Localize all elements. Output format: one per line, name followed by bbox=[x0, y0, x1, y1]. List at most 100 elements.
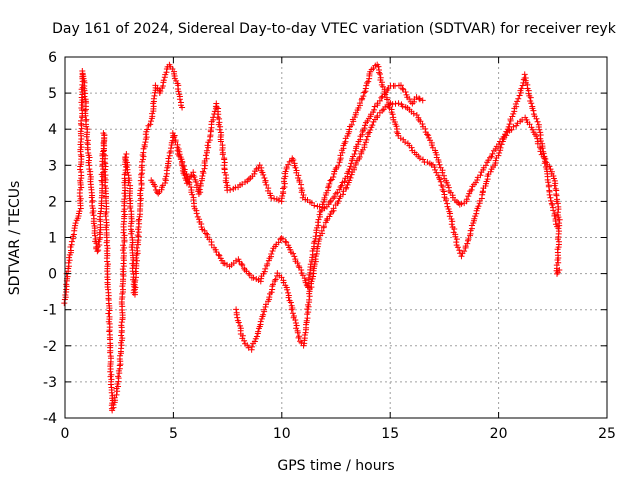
data-point bbox=[316, 211, 323, 218]
data-point bbox=[389, 111, 396, 118]
data-point bbox=[233, 306, 240, 313]
data-point bbox=[399, 103, 406, 110]
data-point bbox=[152, 82, 159, 89]
y-tick-label: -4 bbox=[43, 411, 57, 427]
data-point bbox=[285, 161, 292, 168]
data-point bbox=[251, 170, 258, 177]
data-point bbox=[526, 121, 533, 128]
data-point bbox=[85, 159, 92, 166]
axis-ticks: 0 5 10 15 20 25 -4 -3 -2 -1 0 1 2 3 4 5 6 bbox=[43, 50, 616, 442]
data-point bbox=[537, 148, 544, 155]
data-point bbox=[448, 221, 455, 228]
y-tick-label: 2 bbox=[48, 194, 57, 210]
data-point bbox=[197, 180, 204, 187]
data-point bbox=[416, 155, 423, 162]
data-point bbox=[416, 95, 423, 102]
data-point bbox=[257, 318, 264, 325]
data-point bbox=[347, 163, 354, 170]
chart-title: Day 161 of 2024, Sidereal Day-to-day VTE… bbox=[52, 21, 617, 37]
data-point bbox=[305, 274, 312, 281]
data-point bbox=[550, 172, 557, 179]
data-point bbox=[96, 229, 103, 236]
data-point bbox=[219, 151, 226, 158]
data-point bbox=[278, 235, 285, 242]
data-point bbox=[346, 166, 353, 173]
data-point bbox=[546, 163, 553, 170]
data-point bbox=[512, 100, 519, 107]
data-point bbox=[132, 277, 139, 284]
data-point bbox=[290, 250, 297, 257]
data-point bbox=[239, 332, 246, 339]
data-point bbox=[268, 194, 275, 201]
data-point bbox=[551, 182, 558, 189]
data-point bbox=[283, 239, 290, 246]
data-point bbox=[303, 317, 310, 324]
data-point bbox=[371, 103, 378, 110]
data-point bbox=[104, 284, 111, 291]
data-point bbox=[278, 274, 285, 281]
data-point bbox=[106, 307, 113, 314]
data-point bbox=[272, 276, 279, 283]
data-point bbox=[416, 96, 423, 103]
data-point bbox=[337, 184, 344, 191]
data-point bbox=[402, 139, 409, 146]
data-point bbox=[530, 107, 537, 114]
data-point bbox=[66, 257, 73, 264]
data-point bbox=[83, 123, 90, 130]
data-point bbox=[514, 98, 521, 105]
grid bbox=[65, 57, 607, 418]
data-point bbox=[163, 167, 170, 174]
data-point bbox=[361, 141, 368, 148]
data-point bbox=[351, 164, 358, 171]
data-point bbox=[81, 93, 88, 100]
data-point bbox=[107, 373, 114, 380]
data-point bbox=[127, 204, 134, 211]
data-point bbox=[187, 184, 194, 191]
data-point bbox=[77, 146, 84, 153]
data-point bbox=[326, 198, 333, 205]
y-tick-label: 1 bbox=[48, 231, 57, 247]
data-point bbox=[171, 134, 178, 141]
data-point bbox=[458, 200, 465, 207]
data-point bbox=[109, 407, 116, 414]
data-point bbox=[78, 94, 85, 101]
data-point bbox=[384, 96, 391, 103]
data-point bbox=[184, 175, 191, 182]
data-point bbox=[487, 168, 494, 175]
data-point bbox=[133, 244, 140, 251]
data-point bbox=[103, 239, 110, 246]
data-point bbox=[305, 309, 312, 316]
data-point bbox=[134, 247, 141, 254]
data-point bbox=[148, 118, 155, 125]
data-point bbox=[63, 281, 70, 288]
data-point bbox=[367, 126, 374, 133]
data-point bbox=[78, 104, 85, 111]
data-point bbox=[295, 334, 302, 341]
data-point bbox=[143, 134, 150, 141]
data-point bbox=[461, 248, 468, 255]
data-point bbox=[471, 215, 478, 222]
data-point bbox=[200, 170, 207, 177]
data-point bbox=[518, 85, 525, 92]
data-point bbox=[179, 104, 186, 111]
data-point bbox=[287, 299, 294, 306]
data-point bbox=[466, 190, 473, 197]
data-point bbox=[213, 104, 220, 111]
data-point bbox=[120, 260, 127, 267]
data-point bbox=[119, 266, 126, 273]
data-point bbox=[364, 130, 371, 137]
data-point bbox=[136, 213, 143, 220]
data-point bbox=[105, 310, 112, 317]
data-point bbox=[446, 213, 453, 220]
data-point bbox=[176, 152, 183, 159]
data-point bbox=[78, 144, 85, 151]
data-point bbox=[151, 92, 158, 99]
data-point bbox=[553, 192, 560, 199]
data-point bbox=[138, 180, 145, 187]
data-point bbox=[95, 238, 102, 245]
data-point bbox=[119, 309, 126, 316]
data-point bbox=[439, 169, 446, 176]
data-point bbox=[425, 132, 432, 139]
data-point bbox=[475, 203, 482, 210]
data-point bbox=[120, 250, 127, 257]
